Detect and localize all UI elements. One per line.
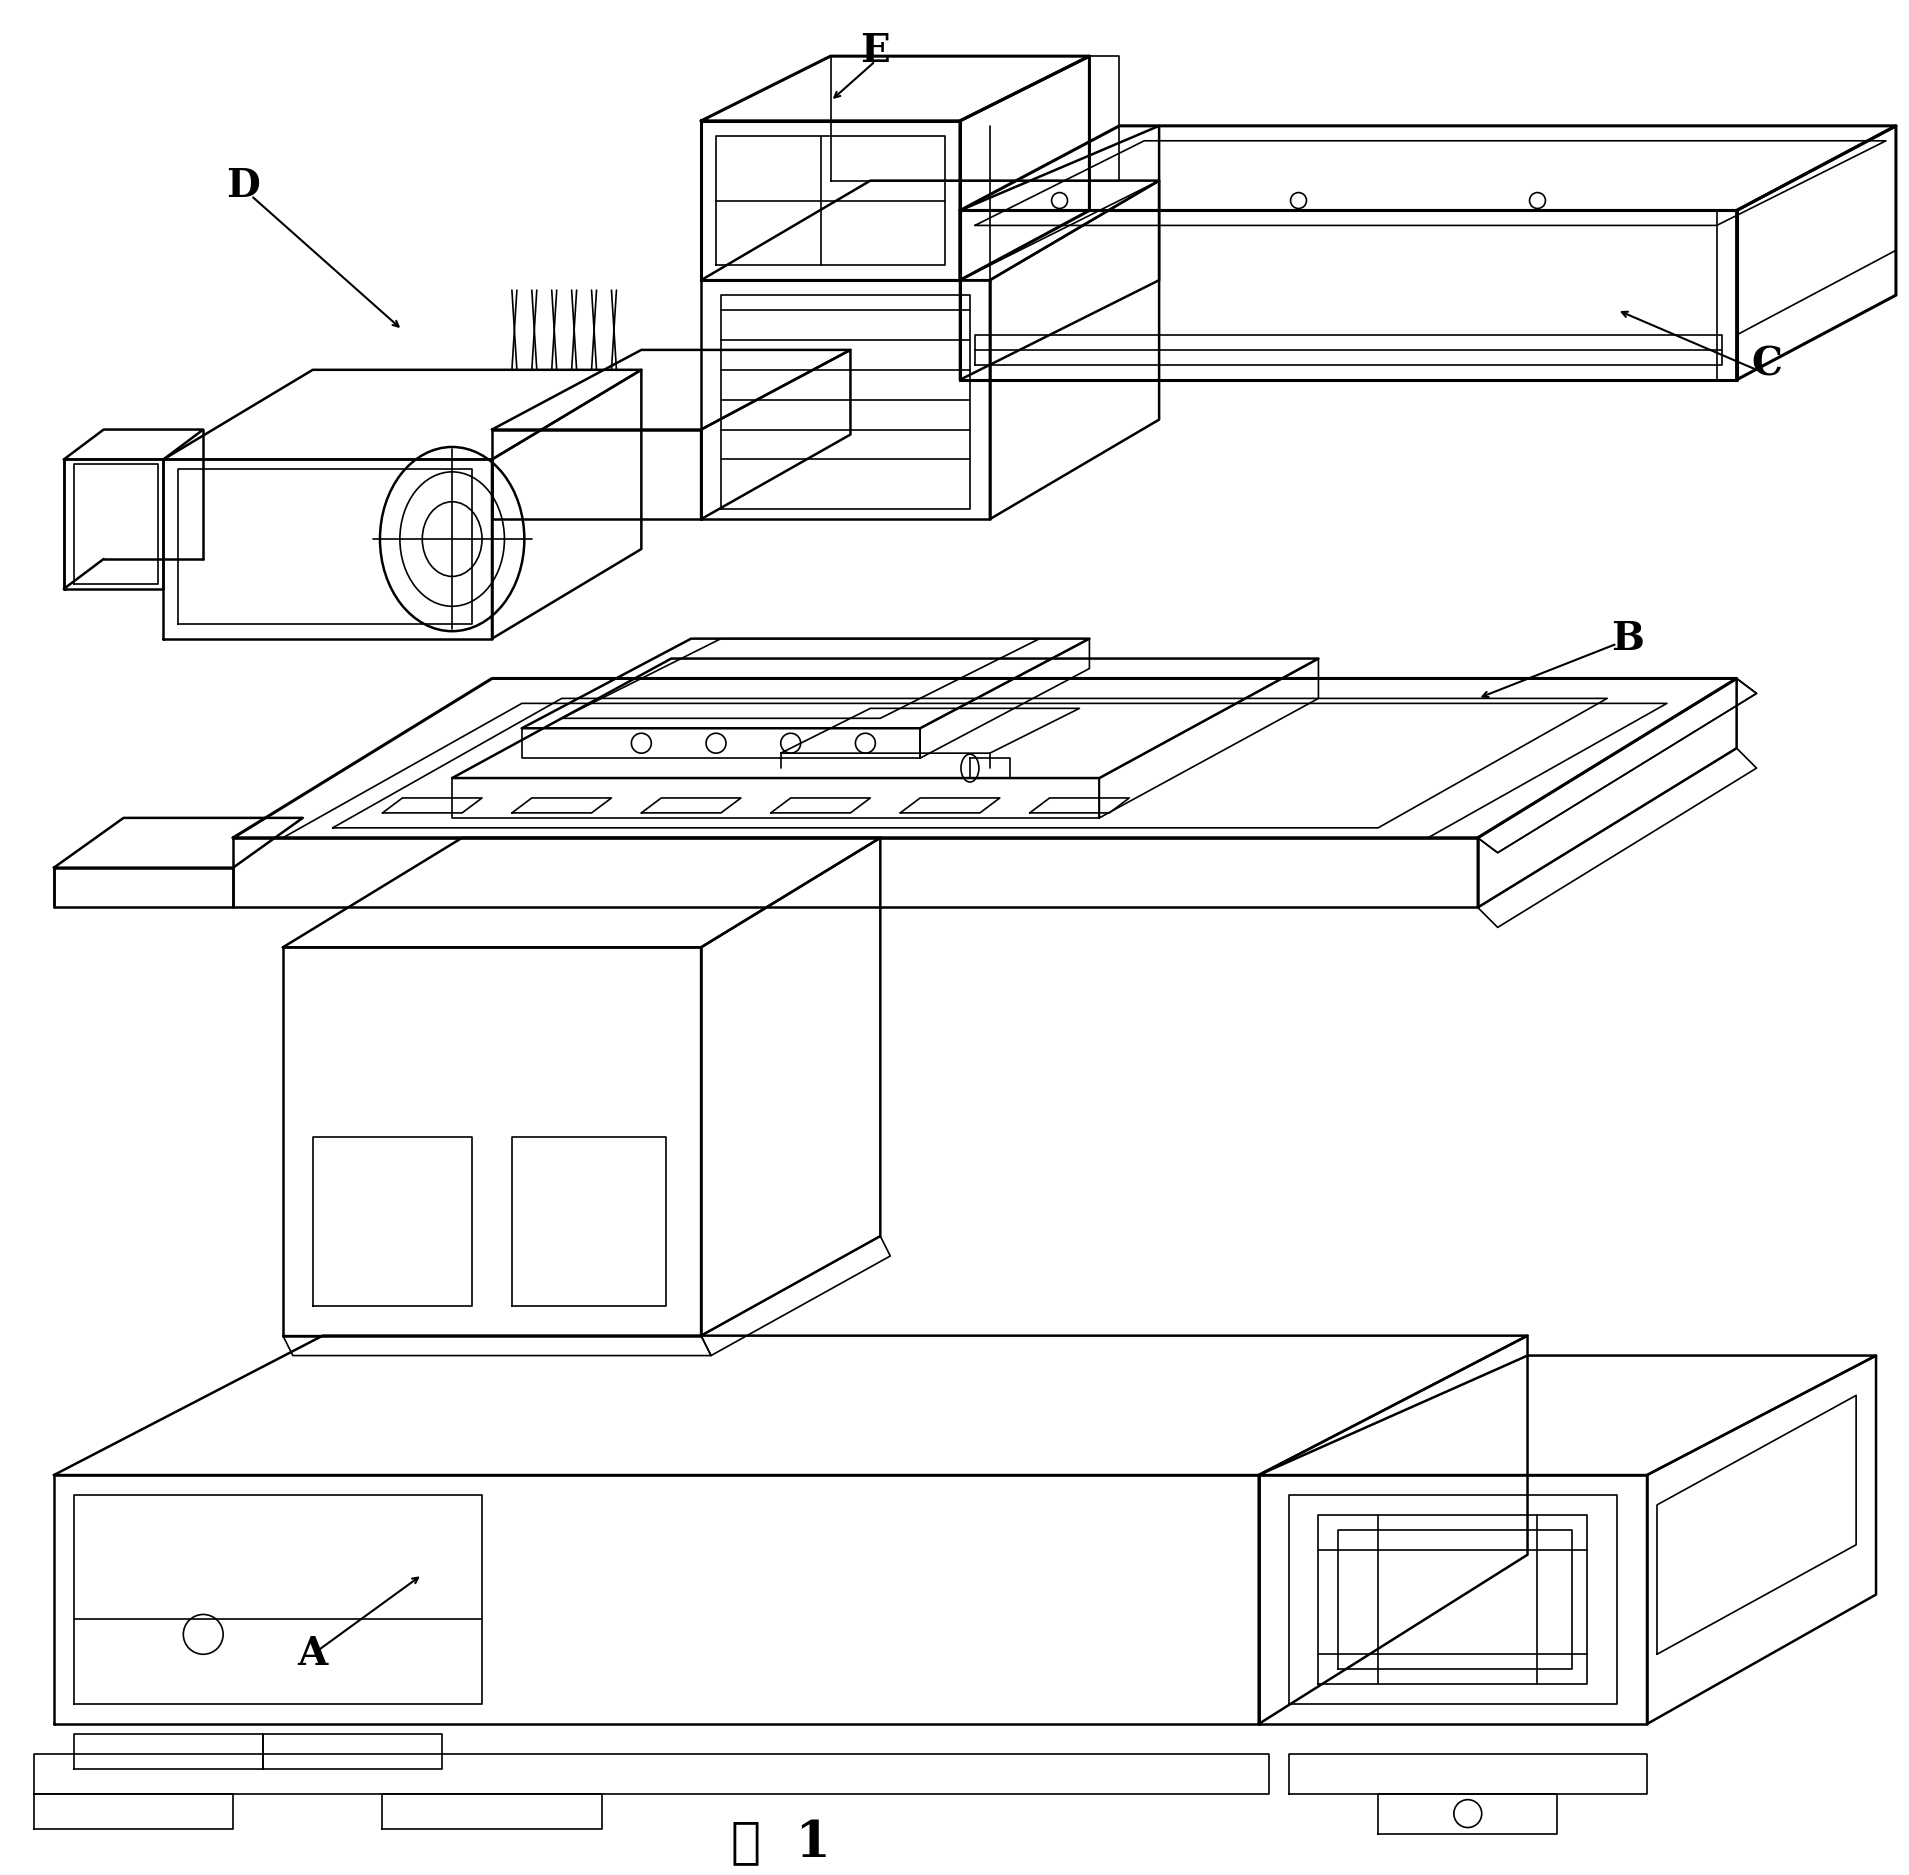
Text: A: A [298, 1635, 328, 1672]
Text: D: D [225, 167, 260, 204]
Text: 图  1: 图 1 [731, 1819, 830, 1868]
Text: E: E [861, 32, 890, 69]
Text: C: C [1751, 345, 1781, 384]
Text: B: B [1611, 619, 1644, 658]
